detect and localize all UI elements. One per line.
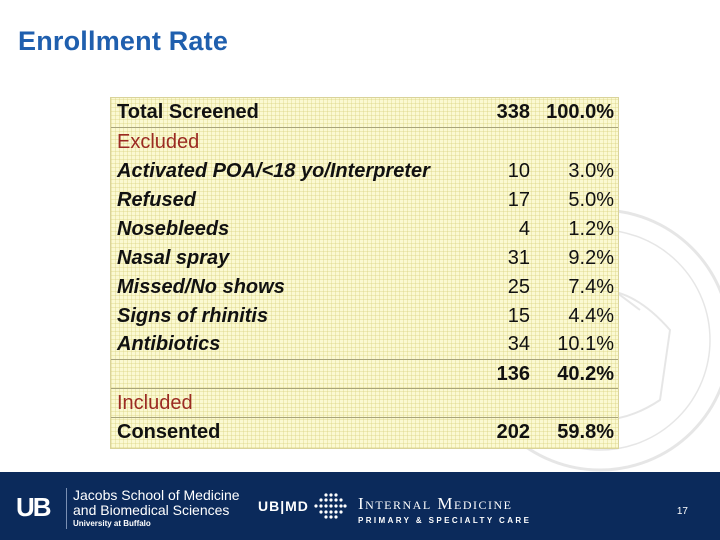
row-percent: 5.0%: [568, 188, 614, 211]
row-count: 4: [518, 217, 530, 240]
row-label: [111, 358, 484, 389]
row-label: Nasal spray: [117, 246, 230, 269]
enrollment-table: Total Screened 338 100.0% Excluded Activ…: [110, 97, 619, 449]
slide-title: Enrollment Rate: [18, 26, 229, 56]
school-name: Jacobs School of Medicine and Biomedical…: [66, 488, 240, 529]
table-row-total-screened: Total Screened 338 100.0%: [111, 98, 618, 128]
row-count: [484, 127, 534, 156]
ubmd-logo: UB|MD: [258, 498, 309, 514]
table-row-consented: Consented 202 59.8%: [111, 416, 618, 446]
table-row: Missed/No shows 25 7.4%: [111, 272, 618, 301]
row-percent: 4.4%: [568, 304, 614, 327]
row-percent: 3.0%: [568, 159, 614, 182]
table-row: Refused 17 5.0%: [111, 185, 618, 214]
row-count: 31: [507, 246, 530, 269]
ub-logo: UB: [16, 492, 52, 522]
table-row-included-header: Included: [111, 388, 618, 417]
row-label: Missed/No shows: [117, 275, 285, 298]
row-percent: 100.0%: [534, 98, 618, 128]
row-count: 15: [507, 304, 530, 327]
table-row: Nasal spray 31 9.2%: [111, 243, 618, 272]
table-row-excluded-header: Excluded: [111, 127, 618, 156]
page-number: 17: [676, 506, 688, 517]
row-percent: 9.2%: [568, 246, 614, 269]
row-label: Signs of rhinitis: [117, 304, 269, 327]
row-count: 136: [484, 358, 534, 389]
table-row: Activated POA/<18 yo/Interpreter 10 3.0%: [111, 156, 618, 185]
table-row: Signs of rhinitis 15 4.4%: [111, 301, 618, 330]
row-percent: [534, 127, 618, 156]
footer-bar: UB Jacobs School of Medicine and Biomedi…: [0, 472, 720, 540]
row-count: 338: [484, 98, 534, 128]
row-count: 34: [507, 333, 530, 356]
university-name: University at Buffalo: [73, 519, 151, 529]
enrollment-table-grid: Total Screened 338 100.0% Excluded Activ…: [111, 98, 618, 446]
row-label: Nosebleeds: [117, 217, 230, 240]
row-count: 17: [507, 188, 530, 211]
row-label: Refused: [117, 188, 196, 211]
row-label: Consented: [111, 416, 484, 446]
row-count: 202: [484, 416, 534, 446]
row-percent: 1.2%: [568, 217, 614, 240]
table-row: Antibiotics 34 10.1%: [111, 330, 618, 359]
row-percent: 7.4%: [568, 275, 614, 298]
school-name-line1: Jacobs School of Medicine: [73, 487, 240, 503]
row-percent: [534, 388, 618, 417]
department-name: Internal Medicine PRIMARY & SPECIALTY CA…: [358, 494, 531, 525]
row-count: [484, 388, 534, 417]
row-percent: 10.1%: [557, 333, 614, 356]
row-label: Antibiotics: [117, 333, 221, 356]
section-label: Excluded: [117, 130, 200, 153]
row-label: Total Screened: [111, 98, 484, 128]
table-row: Nosebleeds 4 1.2%: [111, 214, 618, 243]
school-name-line2: and Biomedical Sciences: [73, 501, 230, 518]
department-name-line1: Internal Medicine: [358, 494, 513, 513]
row-count: 25: [507, 275, 530, 298]
department-name-line2: PRIMARY & SPECIALTY CARE: [358, 516, 532, 525]
section-label: Included: [117, 391, 193, 414]
row-label: Activated POA/<18 yo/Interpreter: [117, 159, 430, 182]
row-count: 10: [507, 159, 530, 182]
row-percent: 59.8%: [534, 416, 618, 446]
row-percent: 40.2%: [534, 358, 618, 389]
table-row-excluded-total: 136 40.2%: [111, 358, 618, 389]
dot-grid-icon: [314, 493, 347, 519]
